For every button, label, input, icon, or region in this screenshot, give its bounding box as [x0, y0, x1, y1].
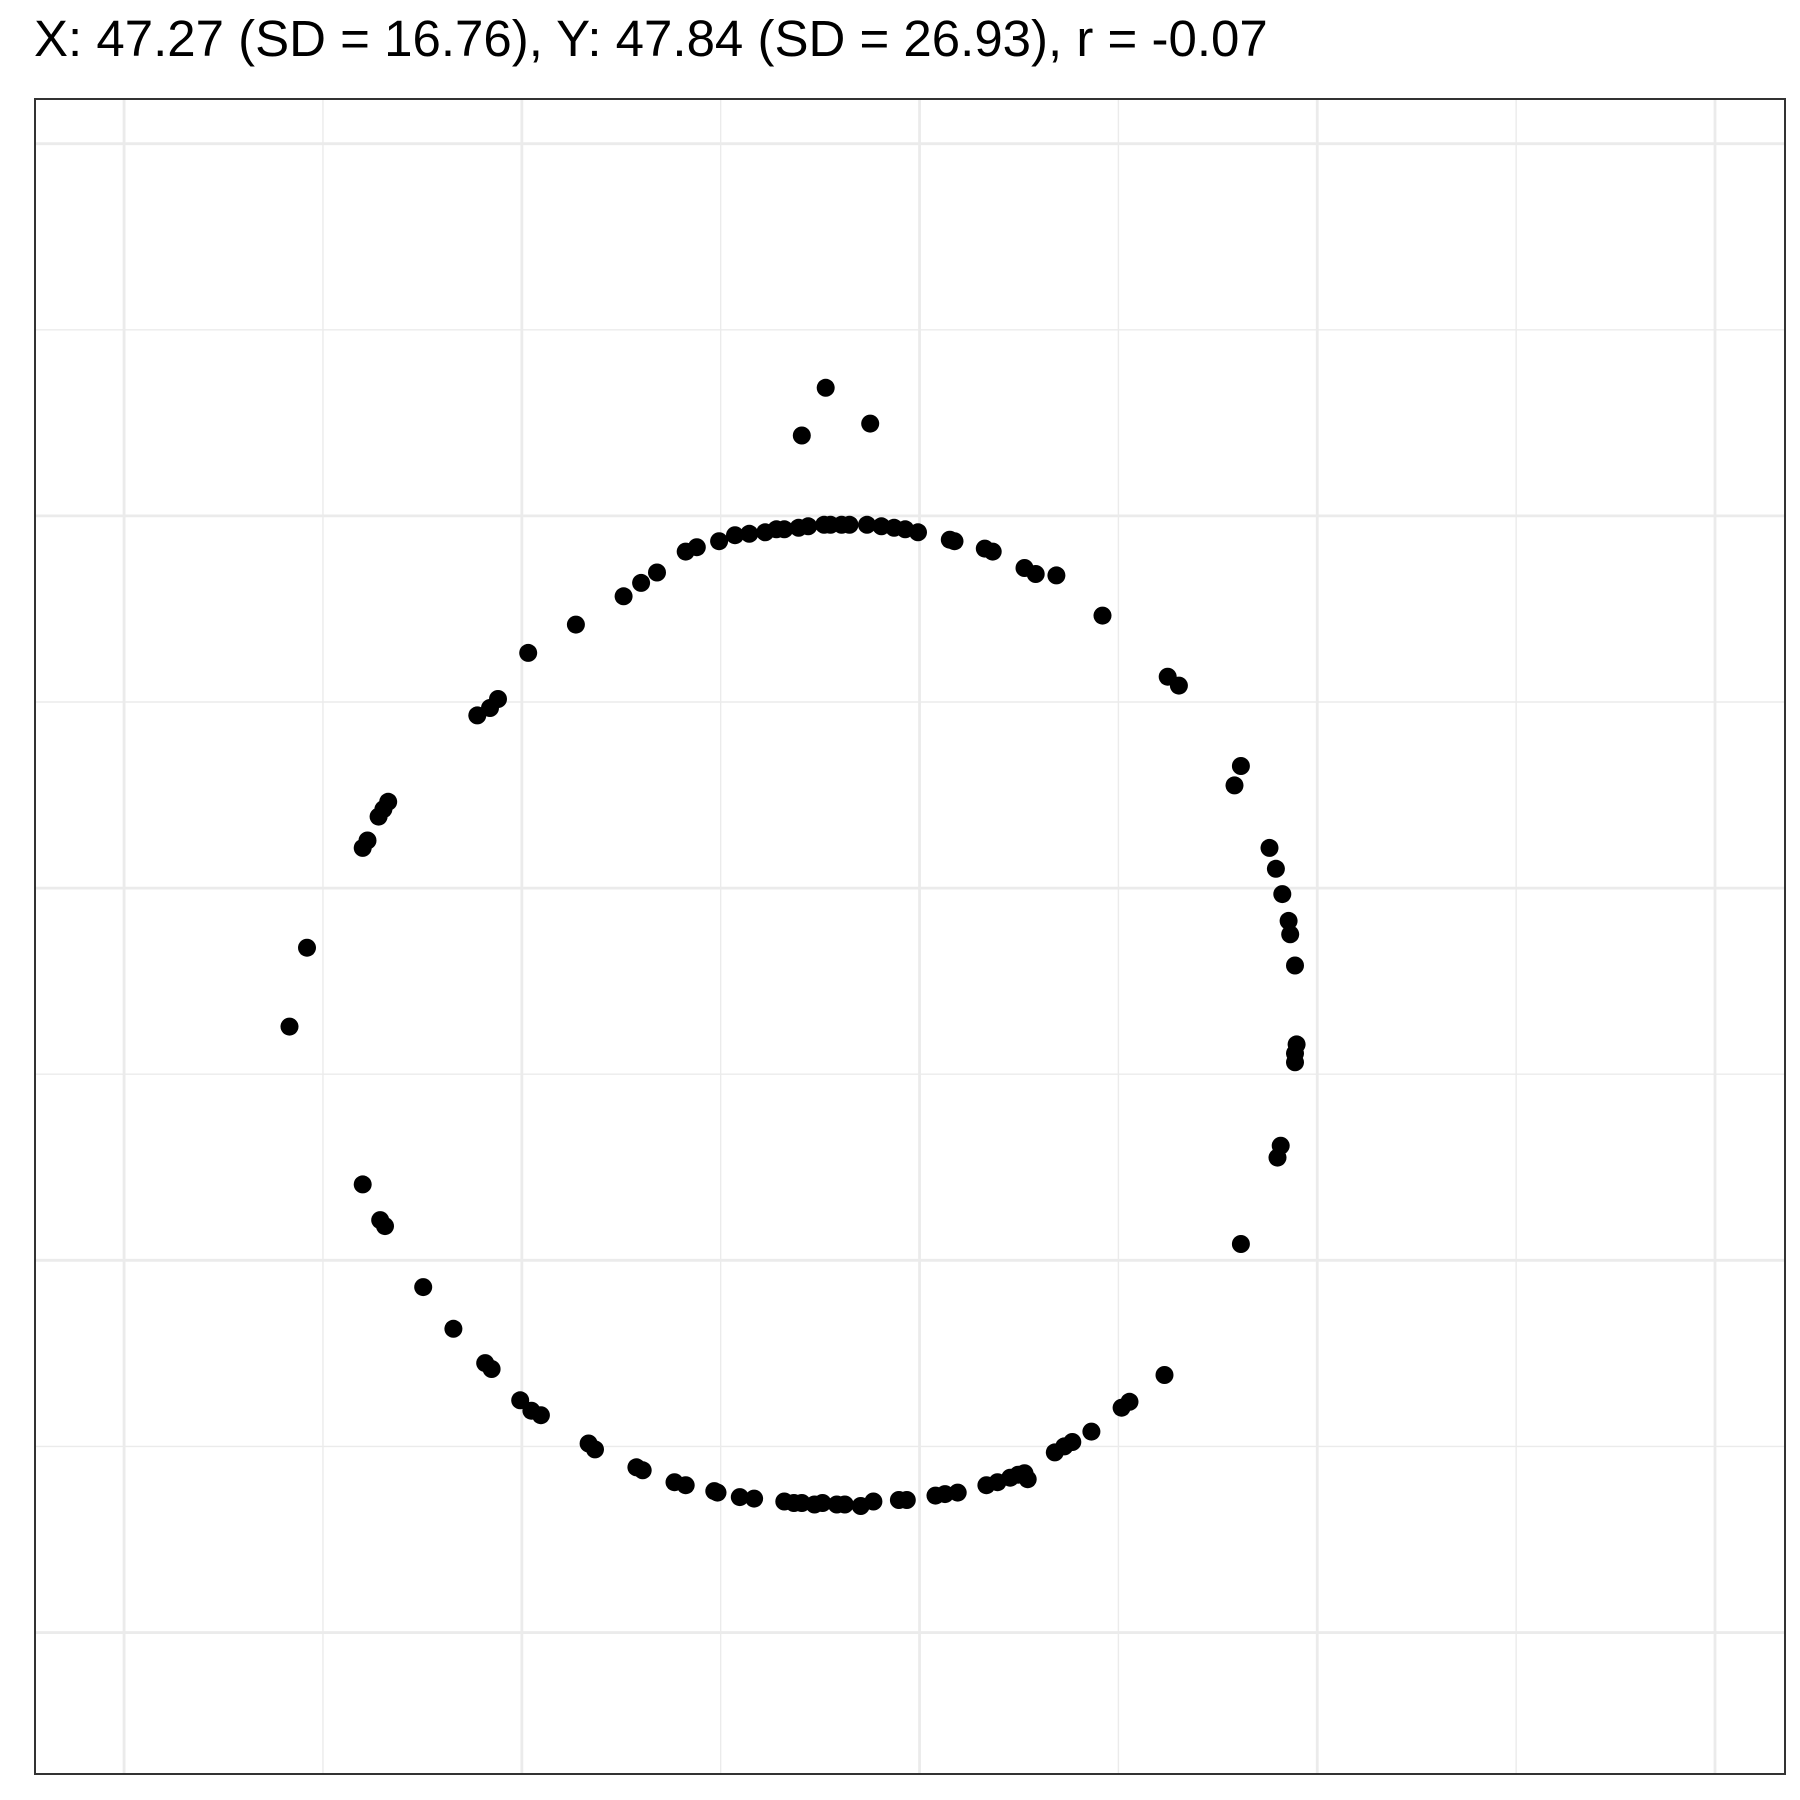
- minor-gridlines: [35, 99, 1785, 1774]
- data-point: [376, 1217, 394, 1236]
- data-point: [815, 515, 834, 534]
- data-point: [813, 1494, 832, 1512]
- data-point: [519, 643, 538, 662]
- data-point: [1093, 606, 1112, 625]
- data-point: [710, 532, 729, 551]
- data-point: [353, 838, 372, 857]
- data-point: [1287, 1035, 1306, 1054]
- data-point: [1271, 1136, 1290, 1155]
- data-point: [1279, 911, 1298, 930]
- data-point: [586, 1440, 604, 1459]
- major-gridlines: [35, 99, 1785, 1774]
- data-point: [1266, 859, 1285, 878]
- data-point: [1281, 925, 1300, 944]
- data-point: [566, 615, 585, 634]
- data-point: [1260, 838, 1279, 857]
- data-point: [414, 1278, 433, 1297]
- data-point: [940, 530, 959, 549]
- chart-title: X: 47.27 (SD = 16.76), Y: 47.84 (SD = 26…: [34, 10, 1268, 67]
- data-point: [740, 524, 759, 543]
- data-point: [633, 1461, 652, 1480]
- data-point: [835, 1495, 854, 1514]
- data-point: [298, 938, 316, 957]
- data-point: [648, 563, 666, 582]
- data-point: [975, 539, 994, 558]
- data-point: [840, 515, 859, 534]
- data-points: [280, 378, 1306, 1515]
- data-point: [948, 1483, 967, 1502]
- data-point: [897, 1491, 916, 1509]
- data-point: [792, 426, 811, 445]
- data-point: [482, 1360, 501, 1378]
- data-point: [864, 1492, 883, 1511]
- data-point: [872, 517, 891, 536]
- data-point: [1015, 559, 1034, 577]
- plot-background: [35, 99, 1785, 1774]
- data-point: [858, 515, 876, 534]
- data-point: [1047, 566, 1066, 585]
- data-point: [676, 1476, 695, 1495]
- data-point: [280, 1017, 299, 1036]
- data-point: [353, 1175, 372, 1194]
- data-point: [1155, 1366, 1174, 1384]
- data-point: [1225, 776, 1244, 795]
- data-point: [726, 526, 744, 545]
- data-point: [730, 1488, 749, 1507]
- data-point: [369, 807, 388, 826]
- data-point: [1231, 1235, 1250, 1253]
- data-point: [1273, 885, 1292, 904]
- data-point: [531, 1406, 550, 1425]
- data-point: [632, 573, 651, 592]
- data-point: [468, 706, 487, 725]
- data-point: [816, 378, 835, 397]
- data-point: [614, 587, 633, 606]
- data-point: [676, 542, 695, 561]
- data-point: [861, 414, 880, 433]
- data-point: [1063, 1433, 1082, 1451]
- data-point: [1158, 667, 1177, 686]
- data-point: [1286, 956, 1304, 975]
- data-point: [1231, 757, 1250, 775]
- data-point: [789, 518, 808, 537]
- data-point: [708, 1483, 727, 1502]
- data-point: [1018, 1470, 1037, 1489]
- data-point: [444, 1319, 463, 1338]
- data-point: [745, 1489, 764, 1508]
- data-point: [1120, 1392, 1139, 1411]
- plot-border: [34, 98, 1786, 1775]
- data-point: [1082, 1422, 1101, 1441]
- data-point: [756, 523, 775, 542]
